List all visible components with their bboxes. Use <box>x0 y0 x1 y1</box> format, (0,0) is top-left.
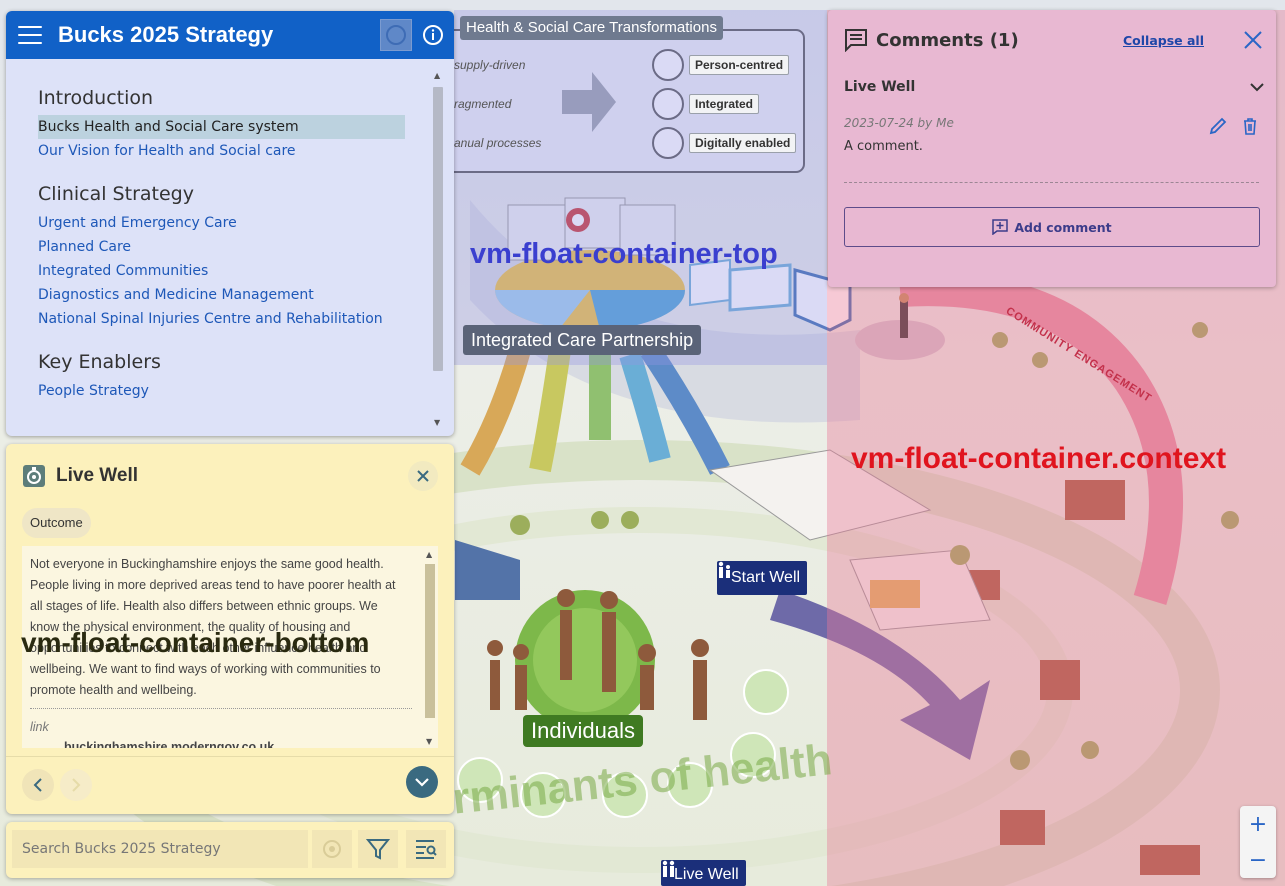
nav-section-heading: Key Enablers <box>38 351 161 373</box>
zoom-in-button[interactable]: + <box>1248 811 1268 837</box>
chevron-left-icon <box>33 778 42 792</box>
scroll-up-icon[interactable]: ▲ <box>434 71 441 80</box>
transformation-from-item: supply-driven <box>454 58 526 72</box>
comments-panel: Comments (1) Collapse all Live Well 2023… <box>828 10 1276 287</box>
start-well-text: Start Well <box>731 569 801 586</box>
navigation-list: Introduction Bucks Health and Social Car… <box>6 59 454 436</box>
nav-link-our-vision[interactable]: Our Vision for Health and Social care <box>38 143 296 159</box>
feature-header: Live Well <box>6 444 454 508</box>
scrollbar-thumb[interactable] <box>425 564 435 718</box>
feature-title: Live Well <box>56 465 139 486</box>
globe-icon <box>386 25 406 45</box>
zoom-controls: + − <box>1240 806 1276 878</box>
feature-content: Not everyone in Buckinghamshire enjoys t… <box>22 546 438 748</box>
search-results-button[interactable] <box>406 830 446 868</box>
transformations-title: Health & Social Care Transformations <box>460 16 723 40</box>
comment-icon <box>845 29 867 52</box>
comments-header: Comments (1) Collapse all <box>844 26 1264 54</box>
divider <box>30 708 412 709</box>
locate-button[interactable] <box>312 830 352 868</box>
list-search-icon <box>416 840 437 859</box>
close-icon[interactable] <box>1242 29 1264 51</box>
app-title: Bucks 2025 Strategy <box>58 22 274 47</box>
scroll-up-icon[interactable]: ▲ <box>426 550 433 559</box>
expand-button[interactable] <box>406 766 438 798</box>
scrollbar-thumb[interactable] <box>433 87 443 371</box>
transformation-from-item: anual processes <box>454 136 542 150</box>
feature-footer <box>6 756 454 814</box>
filter-icon <box>366 839 390 860</box>
close-icon <box>417 470 429 482</box>
close-feature-button[interactable] <box>408 461 438 491</box>
feature-description: Not everyone in Buckinghamshire enjoys t… <box>30 557 396 697</box>
comment-thread-header[interactable]: Live Well <box>844 76 1264 98</box>
float-container-context-label: vm-float-container.context <box>851 442 1227 475</box>
nav-section-heading: Clinical Strategy <box>38 183 194 205</box>
info-icon[interactable] <box>422 24 444 46</box>
scroll-down-icon[interactable]: ▼ <box>426 737 433 746</box>
transformation-to-item: Digitally enabled <box>689 133 797 153</box>
navigation-scrollbar[interactable]: ▲ ▼ <box>432 71 444 427</box>
feature-type-icon <box>23 465 45 487</box>
menu-icon[interactable] <box>18 26 42 44</box>
feature-link[interactable]: buckinghamshire.moderngov.co.uk <box>64 740 275 748</box>
transformation-to-item: Integrated <box>689 94 760 114</box>
chevron-down-icon <box>415 778 429 787</box>
comment-thread-title: Live Well <box>844 79 916 95</box>
comments-title: Comments (1) <box>876 29 1019 51</box>
chevron-down-icon <box>1250 83 1264 92</box>
edit-icon[interactable] <box>1208 116 1228 136</box>
float-container-bottom-label: vm-float-container-bottom <box>21 627 370 658</box>
scroll-down-icon[interactable]: ▼ <box>434 418 441 427</box>
feature-link-label: link <box>30 720 49 734</box>
add-comment-icon <box>992 219 1009 235</box>
chevron-right-icon <box>72 778 81 792</box>
map-overview-button[interactable] <box>380 19 412 51</box>
next-button[interactable] <box>60 769 92 801</box>
float-container-top-label: vm-float-container-top <box>470 238 778 270</box>
search-panel <box>6 822 454 878</box>
add-comment-button[interactable]: Add comment <box>844 207 1260 247</box>
individuals-label[interactable]: Individuals <box>523 715 643 747</box>
comment-text: A comment. <box>844 139 923 154</box>
comment-meta: 2023-07-24 by Me <box>844 116 954 130</box>
navigation-panel: Bucks 2025 Strategy Introduction Bucks H… <box>6 11 454 436</box>
locate-icon <box>323 840 341 858</box>
transformation-to-item: Person-centred <box>689 55 790 75</box>
start-well-label[interactable]: Start Well <box>717 561 808 595</box>
nav-link-integrated-communities[interactable]: Integrated Communities <box>38 263 209 279</box>
nav-link-people-strategy[interactable]: People Strategy <box>38 383 149 399</box>
divider <box>844 182 1259 183</box>
add-comment-label: Add comment <box>1014 219 1112 235</box>
nav-link-planned-care[interactable]: Planned Care <box>38 239 132 255</box>
integrated-care-partnership-label[interactable]: Integrated Care Partnership <box>463 325 702 355</box>
live-well-map-text: Live Well <box>674 866 739 883</box>
zoom-out-button[interactable]: − <box>1248 847 1268 873</box>
feature-scrollbar[interactable]: ▲ ▼ <box>424 550 436 746</box>
nav-section-heading: Introduction <box>38 87 154 109</box>
previous-button[interactable] <box>22 769 54 801</box>
live-well-map-label[interactable]: Live Well <box>661 860 746 886</box>
nav-link-bucks-health-system[interactable]: Bucks Health and Social Care system <box>38 115 405 139</box>
feature-info-panel: Live Well Outcome Not everyone in Buckin… <box>6 444 454 814</box>
nav-link-diagnostics[interactable]: Diagnostics and Medicine Management <box>38 287 314 303</box>
transformation-from-item: ragmented <box>454 97 512 111</box>
search-input[interactable] <box>12 830 308 868</box>
filter-button[interactable] <box>358 830 398 868</box>
nav-link-urgent-care[interactable]: Urgent and Emergency Care <box>38 215 237 231</box>
nav-link-spinal-injuries[interactable]: National Spinal Injuries Centre and Reha… <box>38 311 383 327</box>
collapse-all-link[interactable]: Collapse all <box>1123 32 1204 48</box>
navigation-header: Bucks 2025 Strategy <box>6 11 454 59</box>
feature-tag: Outcome <box>22 508 91 538</box>
delete-icon[interactable] <box>1240 116 1260 136</box>
